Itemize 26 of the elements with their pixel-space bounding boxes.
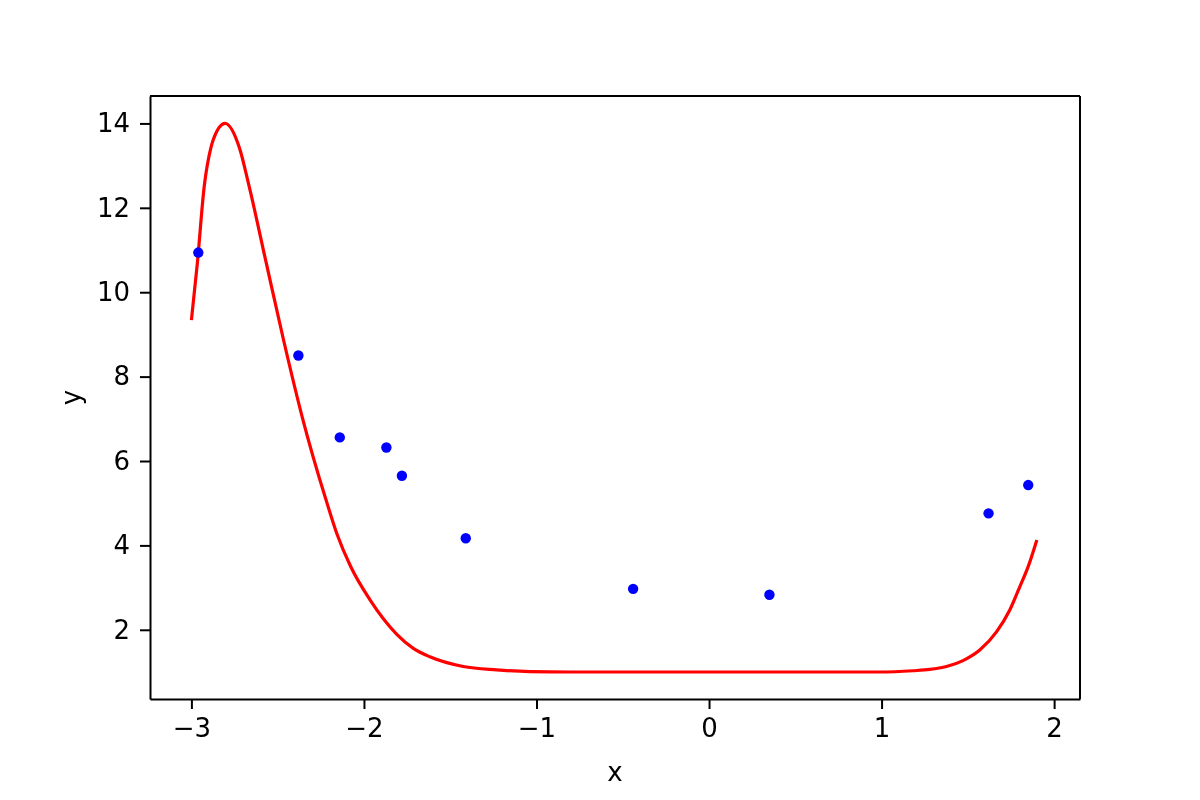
- y-tick-label: 6: [113, 445, 130, 476]
- point: [460, 533, 471, 544]
- y-tick-label: 4: [113, 530, 130, 561]
- point: [193, 247, 204, 258]
- point: [293, 350, 304, 361]
- y-tick-label: 14: [96, 108, 130, 139]
- y-axis-title: y: [56, 389, 86, 406]
- point: [1023, 479, 1034, 491]
- x-tick-label: 1: [873, 713, 891, 744]
- y-tick-label: 2: [113, 614, 130, 645]
- x-axis-title: x: [607, 757, 623, 787]
- line-series: [189, 121, 1039, 674]
- point: [334, 432, 345, 443]
- point: [983, 508, 994, 519]
- y-tick-label: 12: [96, 192, 130, 223]
- x-tick-label: −3: [172, 713, 212, 744]
- point: [764, 589, 775, 600]
- y-tick-label: 10: [96, 277, 130, 308]
- point: [627, 583, 639, 595]
- x-tick-label: 2: [1046, 713, 1063, 744]
- point: [396, 470, 408, 481]
- x-tick-label: −2: [345, 713, 384, 744]
- y-tick-label: 8: [113, 361, 130, 392]
- x-tick-label: 0: [701, 713, 718, 744]
- point: [381, 442, 392, 453]
- x-tick-label: −1: [517, 713, 557, 744]
